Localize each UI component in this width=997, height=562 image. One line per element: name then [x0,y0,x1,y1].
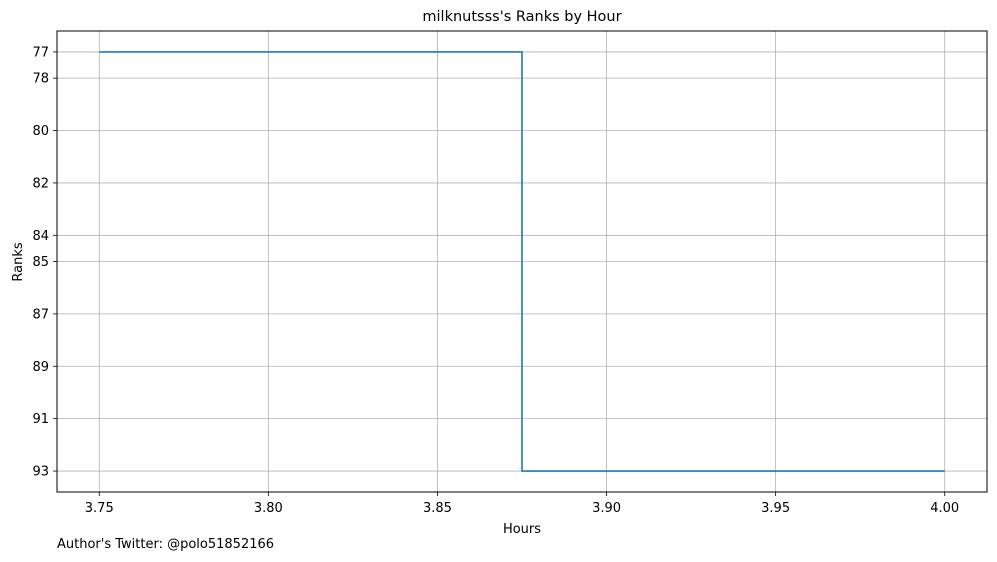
x-tick-label: 3.95 [761,501,790,516]
y-tick-label: 85 [32,255,49,270]
x-tick-label: 4.00 [930,501,959,516]
x-tick-label: 3.85 [423,501,452,516]
y-tick-label: 89 [32,360,49,375]
y-tick-label: 93 [32,465,49,480]
y-axis: 77 78 80 82 84 85 87 89 91 93 [32,45,57,480]
y-tick-label: 91 [32,412,49,427]
x-axis-label: Hours [503,522,541,537]
x-axis: 3.75 3.80 3.85 3.90 3.95 4.00 [85,492,959,516]
x-tick-label: 3.75 [85,501,114,516]
chart-title: milknutsss's Ranks by Hour [422,9,621,25]
rank-series-line [99,51,945,472]
y-tick-label: 87 [32,307,49,322]
y-tick-label: 78 [32,72,49,87]
y-axis-label: Ranks [11,242,26,281]
y-tick-label: 84 [32,229,49,244]
y-tick-label: 82 [32,176,49,191]
y-tick-label: 80 [32,124,49,139]
y-tick-label: 77 [32,45,49,60]
series [99,51,945,472]
x-tick-label: 3.90 [592,501,621,516]
author-note: Author's Twitter: @polo51852166 [57,537,275,552]
x-tick-label: 3.80 [254,501,283,516]
